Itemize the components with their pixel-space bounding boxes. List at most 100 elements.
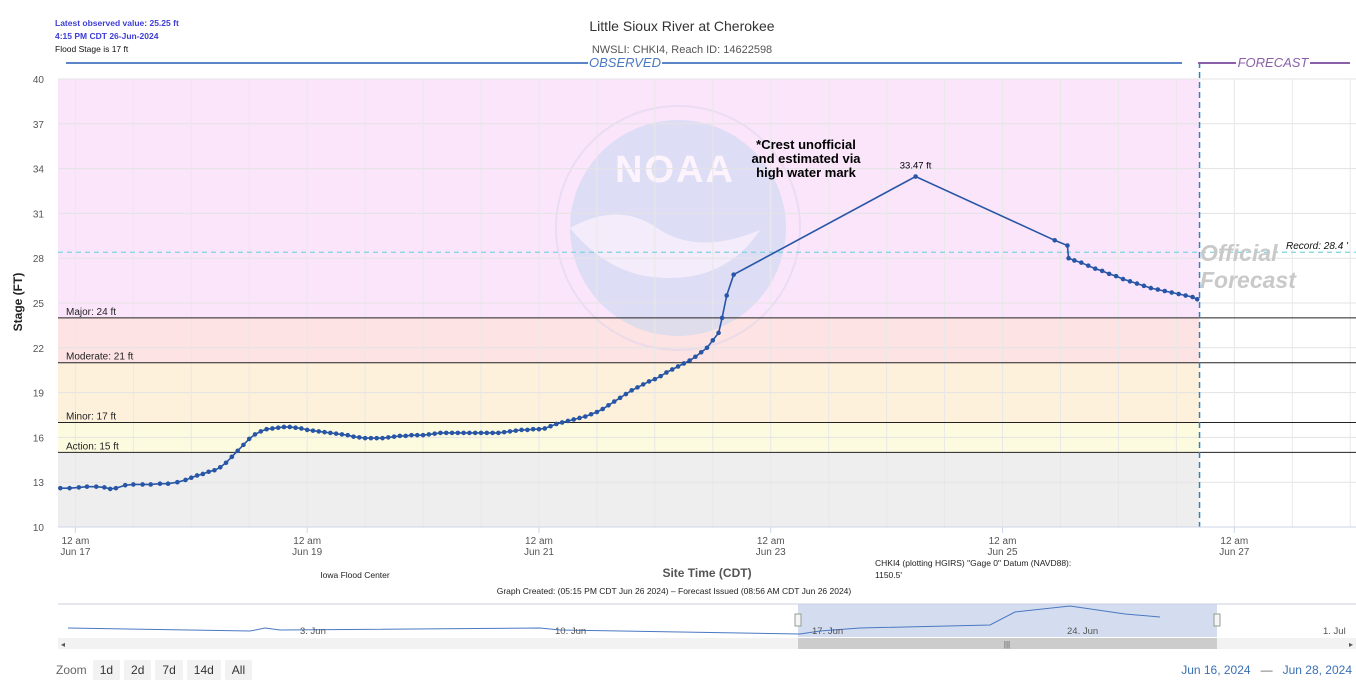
- data-point: [536, 426, 542, 432]
- datum-note-line-1: CHKI4 (plotting HGIRS) "Gage 0" Datum (N…: [875, 558, 1071, 568]
- data-point: [913, 174, 918, 179]
- data-point: [1052, 237, 1057, 243]
- data-point: [1148, 285, 1154, 291]
- data-point: [175, 479, 180, 485]
- x-tick-label: 12 am: [525, 536, 553, 547]
- zoom-selector: Zoom 1d 2d 7d 14d All: [56, 660, 253, 680]
- data-point: [281, 424, 287, 430]
- x-tick-label: Jun 17: [60, 547, 90, 558]
- data-point: [681, 361, 687, 366]
- range-to-input[interactable]: Jun 28, 2024: [1282, 663, 1352, 677]
- data-point: [443, 430, 449, 436]
- data-point: [183, 477, 188, 483]
- crest-note-line-2: and estimated via: [751, 151, 861, 166]
- scrollbar-track[interactable]: [58, 638, 1356, 649]
- navigator-label: 24. Jun: [1067, 626, 1098, 637]
- data-point: [600, 406, 605, 412]
- data-point: [1169, 290, 1175, 295]
- data-point: [310, 428, 316, 433]
- data-point: [478, 430, 484, 436]
- observed-label: OBSERVED: [589, 55, 661, 70]
- data-point: [501, 429, 507, 435]
- data-point: [731, 272, 736, 277]
- navigator[interactable]: 3. Jun 10. Jun 17. Jun 24. Jun 1. Jul ||…: [58, 603, 1356, 649]
- data-point: [93, 484, 99, 489]
- navigator-label: 17. Jun: [812, 626, 843, 637]
- data-point: [675, 364, 681, 369]
- y-tick-label: 40: [33, 75, 45, 86]
- data-point: [385, 435, 391, 440]
- data-point: [588, 411, 594, 417]
- data-point: [629, 388, 634, 393]
- x-tick-label: Jun 23: [756, 547, 786, 558]
- zoom-14d-button[interactable]: 14d: [186, 660, 221, 680]
- data-point: [1176, 291, 1181, 297]
- data-point: [577, 415, 582, 421]
- threshold-label: Moderate: 21 ft: [66, 352, 133, 363]
- data-point: [107, 486, 113, 492]
- data-point: [496, 430, 501, 436]
- data-point: [449, 430, 455, 436]
- range-separator: —: [1260, 663, 1273, 677]
- band-below-action: [58, 452, 1200, 527]
- date-range-display: Jun 16, 2024 — Jun 28, 2024: [1181, 663, 1352, 677]
- navigator-selected-window[interactable]: [798, 604, 1217, 637]
- y-tick-label: 37: [33, 120, 45, 131]
- data-point: [333, 431, 339, 436]
- data-point: [403, 433, 408, 439]
- data-point: [716, 330, 721, 336]
- data-point: [229, 454, 235, 460]
- x-axis-title: Site Time (CDT): [662, 566, 751, 580]
- noaa-ring: [555, 105, 801, 351]
- data-point: [188, 475, 194, 481]
- x-tick-label: Jun 19: [292, 547, 322, 558]
- data-point: [351, 434, 356, 439]
- scrollbar-grip-icon: |||: [1004, 640, 1010, 649]
- y-tick-label: 16: [33, 433, 45, 444]
- y-tick-label: 28: [33, 254, 45, 265]
- data-point: [669, 367, 675, 372]
- data-point: [1141, 283, 1147, 289]
- data-point: [264, 426, 269, 432]
- threshold-label: Major: 24 ft: [66, 307, 116, 318]
- zoom-2d-button[interactable]: 2d: [124, 660, 152, 680]
- data-point: [258, 429, 264, 434]
- data-point: [212, 467, 217, 473]
- y-tick-label: 34: [33, 165, 45, 176]
- data-point: [1127, 279, 1133, 284]
- range-from-input[interactable]: Jun 16, 2024: [1181, 663, 1251, 677]
- y-tick-label: 10: [33, 523, 45, 534]
- data-point: [420, 432, 426, 438]
- data-point: [293, 425, 298, 430]
- data-point: [316, 429, 322, 434]
- scroll-right-arrow-icon[interactable]: ▸: [1349, 640, 1353, 649]
- scrollbar-thumb[interactable]: [798, 638, 1217, 649]
- data-point: [1072, 258, 1077, 263]
- zoom-all-button[interactable]: All: [224, 660, 253, 680]
- y-tick-label: 22: [33, 344, 45, 355]
- navigator-left-handle[interactable]: [794, 613, 802, 627]
- data-point: [698, 349, 704, 355]
- zoom-7d-button[interactable]: 7d: [155, 660, 183, 680]
- data-point: [664, 370, 669, 375]
- data-point: [241, 442, 246, 448]
- data-point: [206, 469, 211, 475]
- data-point: [345, 432, 351, 438]
- graph-created-text: Graph Created: (05:15 PM CDT Jun 26 2024…: [497, 586, 852, 596]
- data-point: [1092, 266, 1098, 271]
- navigator-right-handle[interactable]: [1213, 613, 1221, 627]
- zoom-1d-button[interactable]: 1d: [92, 660, 121, 680]
- crest-note-line-1: *Crest unofficial: [756, 137, 856, 152]
- data-point: [1099, 268, 1105, 274]
- scroll-left-arrow-icon[interactable]: ◂: [61, 640, 65, 649]
- data-point: [467, 430, 472, 436]
- data-point: [84, 484, 90, 489]
- data-point: [1065, 243, 1070, 248]
- data-point: [157, 481, 163, 486]
- x-tick-label: 12 am: [61, 536, 89, 547]
- data-point: [131, 482, 136, 487]
- data-point: [640, 382, 646, 387]
- credit-text: Iowa Flood Center: [320, 570, 390, 580]
